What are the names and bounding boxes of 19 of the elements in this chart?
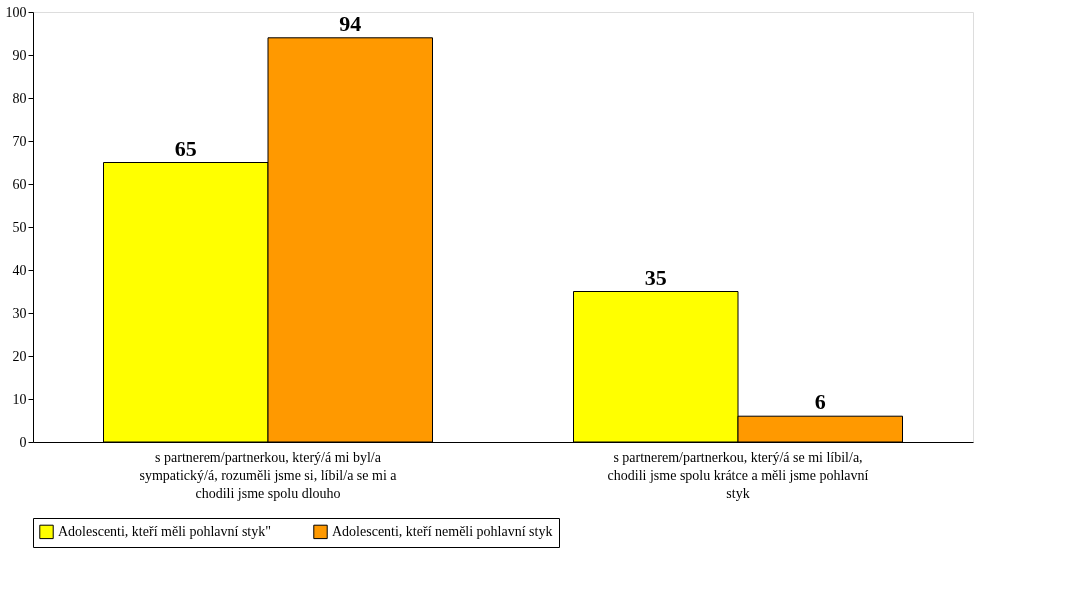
y-tick-label: 40 [12,262,27,278]
x-tick-label: s partnerem/partnerkou, který/á mi byl/a sympatický/á, rozuměli jsme si, líbil/a se mi a chodili jsme spolu dlouho [139,449,398,501]
data-label: 35 [644,264,667,290]
legend-label: Adolescenti, kteří měli pohlavní styk" [58,523,271,539]
y-tick-label: 0 [19,434,27,450]
y-tick-label: 10 [12,391,27,407]
y-tick-label: 60 [12,176,27,192]
y-tick-label: 90 [12,47,27,63]
y-tick-label: 30 [12,305,27,321]
y-tick-label: 70 [12,133,27,149]
y-tick-label: 100 [5,4,27,20]
legend-label: Adolescenti, kteří neměli pohlavní styk [332,523,553,539]
y-tick-label: 20 [12,348,27,364]
data-label: 6 [814,389,826,415]
data-label: 94 [339,10,362,36]
x-tick-label: s partnerem/partnerkou, který/á se mi líbil/a, chodili jsme spolu krátce a měli jsme pohlavní styk [607,449,869,501]
y-tick-label: 50 [12,219,27,235]
y-tick-label: 80 [12,90,27,106]
data-label: 65 [174,135,197,161]
